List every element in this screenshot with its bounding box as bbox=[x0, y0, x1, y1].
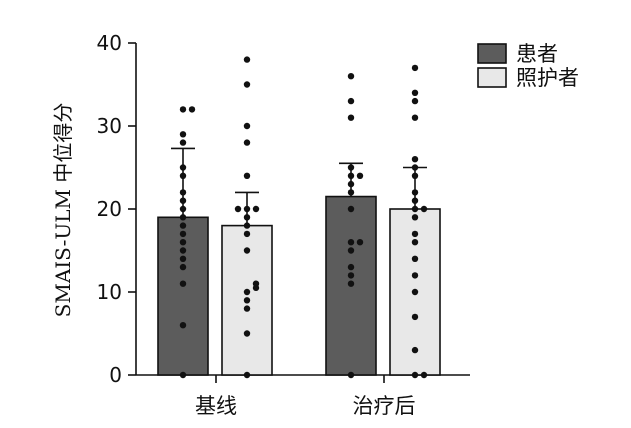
data-point bbox=[179, 230, 187, 238]
data-point bbox=[347, 205, 355, 213]
data-point bbox=[411, 205, 419, 213]
data-point bbox=[243, 297, 251, 304]
data-point bbox=[347, 371, 355, 379]
y-tick-label: 10 bbox=[97, 280, 122, 304]
data-point bbox=[347, 189, 355, 196]
data-point bbox=[411, 197, 419, 204]
data-point bbox=[252, 280, 260, 287]
y-tick-label: 40 bbox=[97, 31, 122, 55]
data-point bbox=[411, 255, 419, 262]
legend-label: 照护者 bbox=[516, 66, 579, 90]
data-point bbox=[243, 139, 251, 146]
data-point bbox=[243, 172, 251, 179]
data-point bbox=[411, 239, 419, 246]
data-point bbox=[243, 288, 251, 296]
data-point bbox=[179, 239, 187, 246]
data-point bbox=[411, 164, 419, 171]
data-point bbox=[411, 114, 419, 121]
data-point bbox=[179, 172, 187, 179]
data-point bbox=[411, 97, 419, 105]
data-point bbox=[179, 214, 187, 221]
data-point bbox=[411, 371, 419, 379]
data-point bbox=[420, 371, 428, 379]
data-point bbox=[356, 239, 364, 246]
data-point bbox=[179, 139, 187, 146]
data-point bbox=[179, 222, 187, 229]
data-point bbox=[411, 346, 419, 354]
x-category-label: 基线 bbox=[195, 394, 237, 418]
data-point bbox=[243, 222, 251, 229]
data-point bbox=[411, 214, 419, 221]
data-point bbox=[243, 81, 251, 88]
data-point bbox=[347, 73, 355, 80]
data-point bbox=[411, 313, 419, 321]
data-point bbox=[243, 230, 251, 238]
data-point bbox=[411, 172, 419, 179]
data-point bbox=[188, 106, 196, 113]
data-point bbox=[411, 189, 419, 196]
data-point bbox=[179, 322, 187, 329]
data-point bbox=[411, 272, 419, 279]
data-point bbox=[347, 114, 355, 121]
data-point bbox=[243, 305, 251, 312]
data-point bbox=[179, 197, 187, 204]
data-point bbox=[347, 172, 355, 179]
data-point bbox=[179, 164, 187, 171]
legend-swatch bbox=[477, 43, 507, 64]
y-tick-label: 30 bbox=[97, 114, 122, 138]
data-point bbox=[252, 205, 260, 213]
data-point bbox=[420, 205, 428, 213]
data-point bbox=[179, 280, 187, 287]
legend-label: 患者 bbox=[516, 42, 558, 66]
data-point bbox=[347, 247, 355, 254]
data-point bbox=[347, 97, 355, 105]
data-point bbox=[347, 263, 355, 271]
data-point bbox=[243, 247, 251, 254]
data-point bbox=[243, 56, 251, 63]
data-point bbox=[179, 263, 187, 271]
x-category-label: 治疗后 bbox=[353, 394, 416, 418]
data-point bbox=[347, 280, 355, 287]
data-point bbox=[411, 89, 419, 97]
data-point bbox=[179, 205, 187, 213]
data-point bbox=[179, 106, 187, 113]
data-point bbox=[179, 131, 187, 138]
data-point bbox=[411, 156, 419, 163]
data-point bbox=[347, 180, 355, 188]
y-tick-label: 0 bbox=[109, 363, 122, 387]
legend-swatch bbox=[477, 67, 507, 88]
data-point bbox=[234, 205, 242, 213]
data-point bbox=[179, 189, 187, 196]
data-point bbox=[347, 164, 355, 171]
data-point bbox=[179, 255, 187, 262]
data-point bbox=[347, 272, 355, 279]
data-point bbox=[243, 205, 251, 213]
data-point bbox=[243, 214, 251, 221]
data-point bbox=[179, 247, 187, 254]
y-axis-label: SMAIS-ULM 中位得分 bbox=[51, 103, 75, 318]
data-point bbox=[179, 371, 187, 379]
plot-area: 0 10 20 30 40 基线 治疗后 bbox=[97, 31, 470, 418]
data-point bbox=[243, 371, 251, 379]
data-point bbox=[411, 288, 419, 296]
data-point bbox=[411, 64, 419, 72]
data-point bbox=[356, 172, 364, 179]
y-tick-label: 20 bbox=[97, 197, 122, 221]
data-point bbox=[347, 239, 355, 246]
data-point bbox=[243, 330, 251, 337]
data-point bbox=[243, 122, 251, 130]
data-point bbox=[411, 230, 419, 238]
